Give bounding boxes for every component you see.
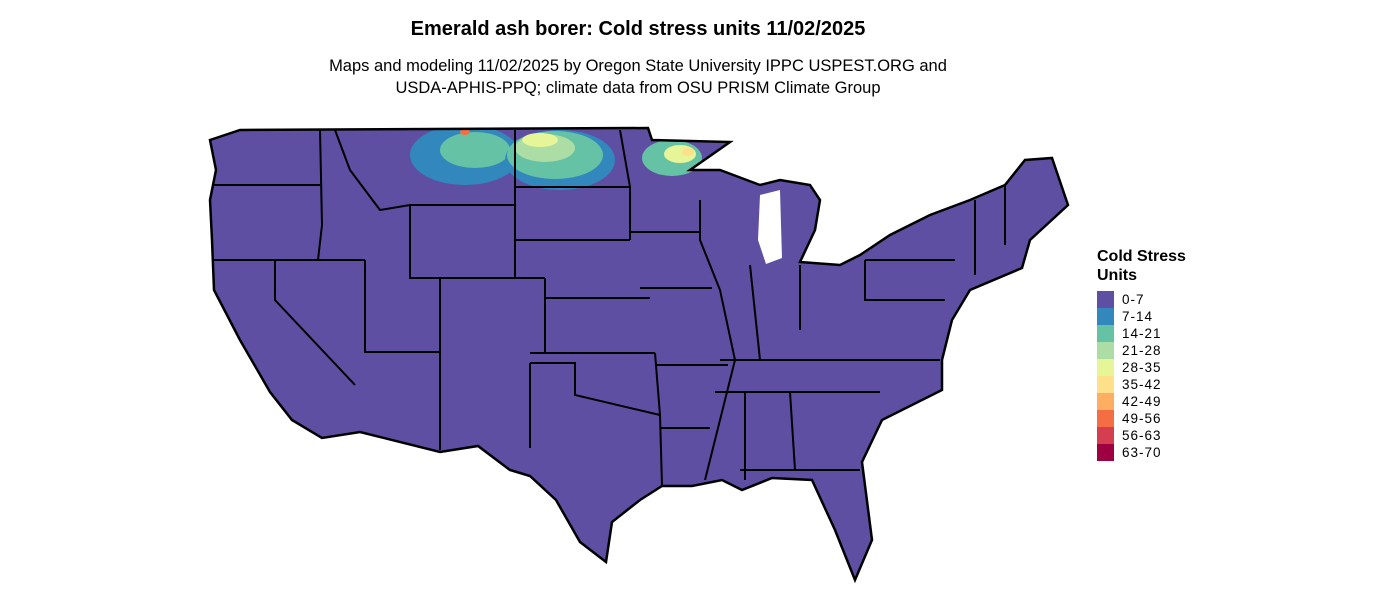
legend-swatch bbox=[1097, 444, 1114, 461]
legend: Cold Stress Units 0-7 7-14 14-21 21-28 28-35… bbox=[1097, 247, 1186, 461]
legend-item: 0-7 bbox=[1097, 291, 1186, 308]
zone-nd-28-35 bbox=[522, 133, 558, 147]
zone-mn-35-42 bbox=[682, 148, 694, 156]
legend-label: 35-42 bbox=[1122, 377, 1162, 392]
legend-swatch bbox=[1097, 291, 1114, 308]
zone-0-7 bbox=[210, 128, 1068, 580]
legend-item: 14-21 bbox=[1097, 325, 1186, 342]
legend-title-line-1: Cold Stress bbox=[1097, 248, 1186, 265]
map-title: Emerald ash borer: Cold stress units 11/… bbox=[410, 18, 866, 40]
legend-swatch bbox=[1097, 308, 1114, 325]
subtitle-line-1: Maps and modeling 11/02/2025 by Oregon S… bbox=[329, 57, 947, 75]
legend-swatch bbox=[1097, 359, 1114, 376]
legend-label: 14-21 bbox=[1122, 326, 1162, 341]
legend-label: 63-70 bbox=[1122, 445, 1162, 460]
map-subtitle: Maps and modeling 11/02/2025 by Oregon S… bbox=[0, 55, 1276, 99]
legend-item: 56-63 bbox=[1097, 427, 1186, 444]
legend-item: 7-14 bbox=[1097, 308, 1186, 325]
legend-swatch bbox=[1097, 376, 1114, 393]
legend-swatch bbox=[1097, 393, 1114, 410]
state-borders bbox=[212, 129, 1006, 487]
legend-swatch bbox=[1097, 410, 1114, 427]
subtitle-line-2: USDA-APHIS-PPQ; climate data from OSU PR… bbox=[395, 79, 881, 97]
legend-title-line-2: Units bbox=[1097, 267, 1137, 284]
legend-title: Cold Stress Units bbox=[1097, 247, 1186, 285]
legend-label: 28-35 bbox=[1122, 360, 1162, 375]
legend-item: 35-42 bbox=[1097, 376, 1186, 393]
legend-swatch bbox=[1097, 325, 1114, 342]
legend-swatch bbox=[1097, 342, 1114, 359]
legend-label: 42-49 bbox=[1122, 394, 1162, 409]
legend-item: 28-35 bbox=[1097, 359, 1186, 376]
legend-item: 63-70 bbox=[1097, 444, 1186, 461]
legend-label: 21-28 bbox=[1122, 343, 1162, 358]
legend-label: 7-14 bbox=[1122, 309, 1154, 324]
lake-michigan bbox=[758, 190, 782, 264]
zone-mt-49-56 bbox=[460, 129, 470, 135]
legend-item: 21-28 bbox=[1097, 342, 1186, 359]
legend-label: 49-56 bbox=[1122, 411, 1162, 426]
zone-montana-14-21 bbox=[440, 132, 510, 168]
legend-swatch bbox=[1097, 427, 1114, 444]
legend-item: 42-49 bbox=[1097, 393, 1186, 410]
us-map bbox=[208, 126, 1070, 582]
legend-label: 0-7 bbox=[1122, 292, 1145, 307]
legend-item: 49-56 bbox=[1097, 410, 1186, 427]
legend-label: 56-63 bbox=[1122, 428, 1162, 443]
cold-stress-raster bbox=[210, 128, 1068, 580]
